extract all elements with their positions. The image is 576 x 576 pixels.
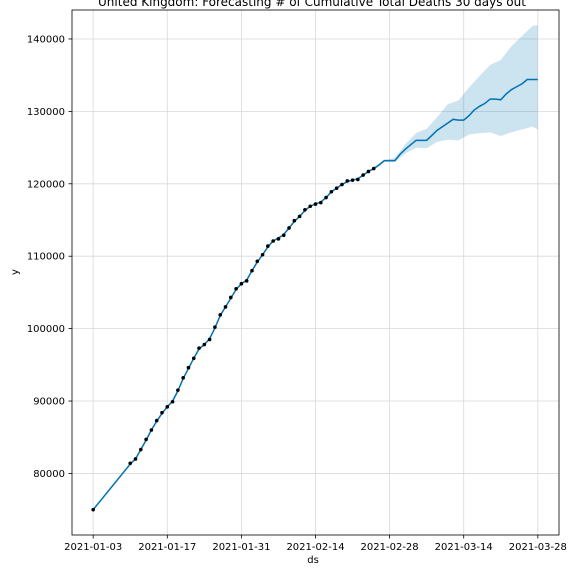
observed-point xyxy=(366,169,371,174)
observed-point xyxy=(281,233,286,238)
chart-title: United Kingdom: Forecasting # of Cumulat… xyxy=(98,0,526,9)
observed-point xyxy=(350,178,355,182)
uncertainty-band xyxy=(373,25,538,171)
observed-point xyxy=(239,281,244,286)
observed-point xyxy=(128,461,133,466)
x-tick-label: 2021-02-28 xyxy=(361,542,419,553)
observed-point xyxy=(144,437,148,442)
observed-point xyxy=(250,268,254,273)
y-axis: 80000 90000 100000 110000 120000 130000 140000 xyxy=(27,34,72,480)
observed-point xyxy=(207,337,212,342)
x-tick-label: 2021-01-17 xyxy=(138,542,196,553)
observed-point xyxy=(160,410,164,415)
observed-point xyxy=(271,239,275,243)
observed-point xyxy=(181,376,185,380)
observed-point xyxy=(133,457,138,461)
observed-point xyxy=(345,179,350,183)
observed-point xyxy=(334,186,339,190)
y-tick-label: 140000 xyxy=(27,34,65,45)
x-tick-label: 2021-02-14 xyxy=(286,542,344,553)
observed-point xyxy=(176,388,180,392)
observed-point xyxy=(324,195,328,200)
observed-point xyxy=(266,244,270,248)
y-tick-label: 130000 xyxy=(27,107,65,118)
y-tick-label: 80000 xyxy=(33,469,65,480)
observed-point xyxy=(170,399,175,404)
observed-point xyxy=(292,218,297,223)
observed-point xyxy=(139,447,143,452)
observed-point xyxy=(91,507,95,512)
x-tick-label: 2021-03-14 xyxy=(435,542,493,553)
grid xyxy=(72,10,559,535)
observed-point xyxy=(154,418,159,423)
x-axis-label: ds xyxy=(307,555,319,566)
observed-point xyxy=(260,252,265,257)
observed-point xyxy=(234,286,238,291)
observed-point xyxy=(356,177,360,182)
observed-point xyxy=(229,295,233,300)
y-tick-label: 120000 xyxy=(27,179,65,190)
observed-point xyxy=(313,202,318,206)
y-tick-label: 110000 xyxy=(27,252,65,263)
x-tick-label: 2021-01-31 xyxy=(212,542,270,553)
x-axis: 2021-01-03 2021-01-17 2021-01-31 2021-02-14… xyxy=(64,535,567,553)
observed-point xyxy=(186,365,191,370)
observed-point xyxy=(308,204,313,209)
observed-point xyxy=(329,189,334,194)
x-tick-label: 2021-01-03 xyxy=(64,542,122,553)
observed-point xyxy=(213,325,217,329)
observed-point xyxy=(218,313,223,317)
y-axis-label: y xyxy=(10,269,21,275)
observed-point xyxy=(244,279,249,283)
observed-point xyxy=(318,200,323,205)
observed-point xyxy=(276,237,281,241)
observed-point xyxy=(303,208,307,212)
observed-point xyxy=(223,305,228,309)
observed-point xyxy=(371,166,376,171)
observed-point xyxy=(340,182,344,187)
observed-point xyxy=(297,214,302,219)
observed-point xyxy=(197,346,201,350)
observed-point xyxy=(149,428,154,432)
observed-point xyxy=(191,356,196,361)
x-tick-label: 2021-03-28 xyxy=(509,542,567,553)
y-tick-label: 100000 xyxy=(27,324,65,335)
observed-point xyxy=(202,342,207,347)
observed-point xyxy=(165,405,170,409)
observed-points xyxy=(91,166,376,512)
y-tick-label: 90000 xyxy=(33,397,65,408)
observed-point xyxy=(255,259,260,264)
observed-point xyxy=(361,173,365,177)
observed-point xyxy=(287,226,291,230)
